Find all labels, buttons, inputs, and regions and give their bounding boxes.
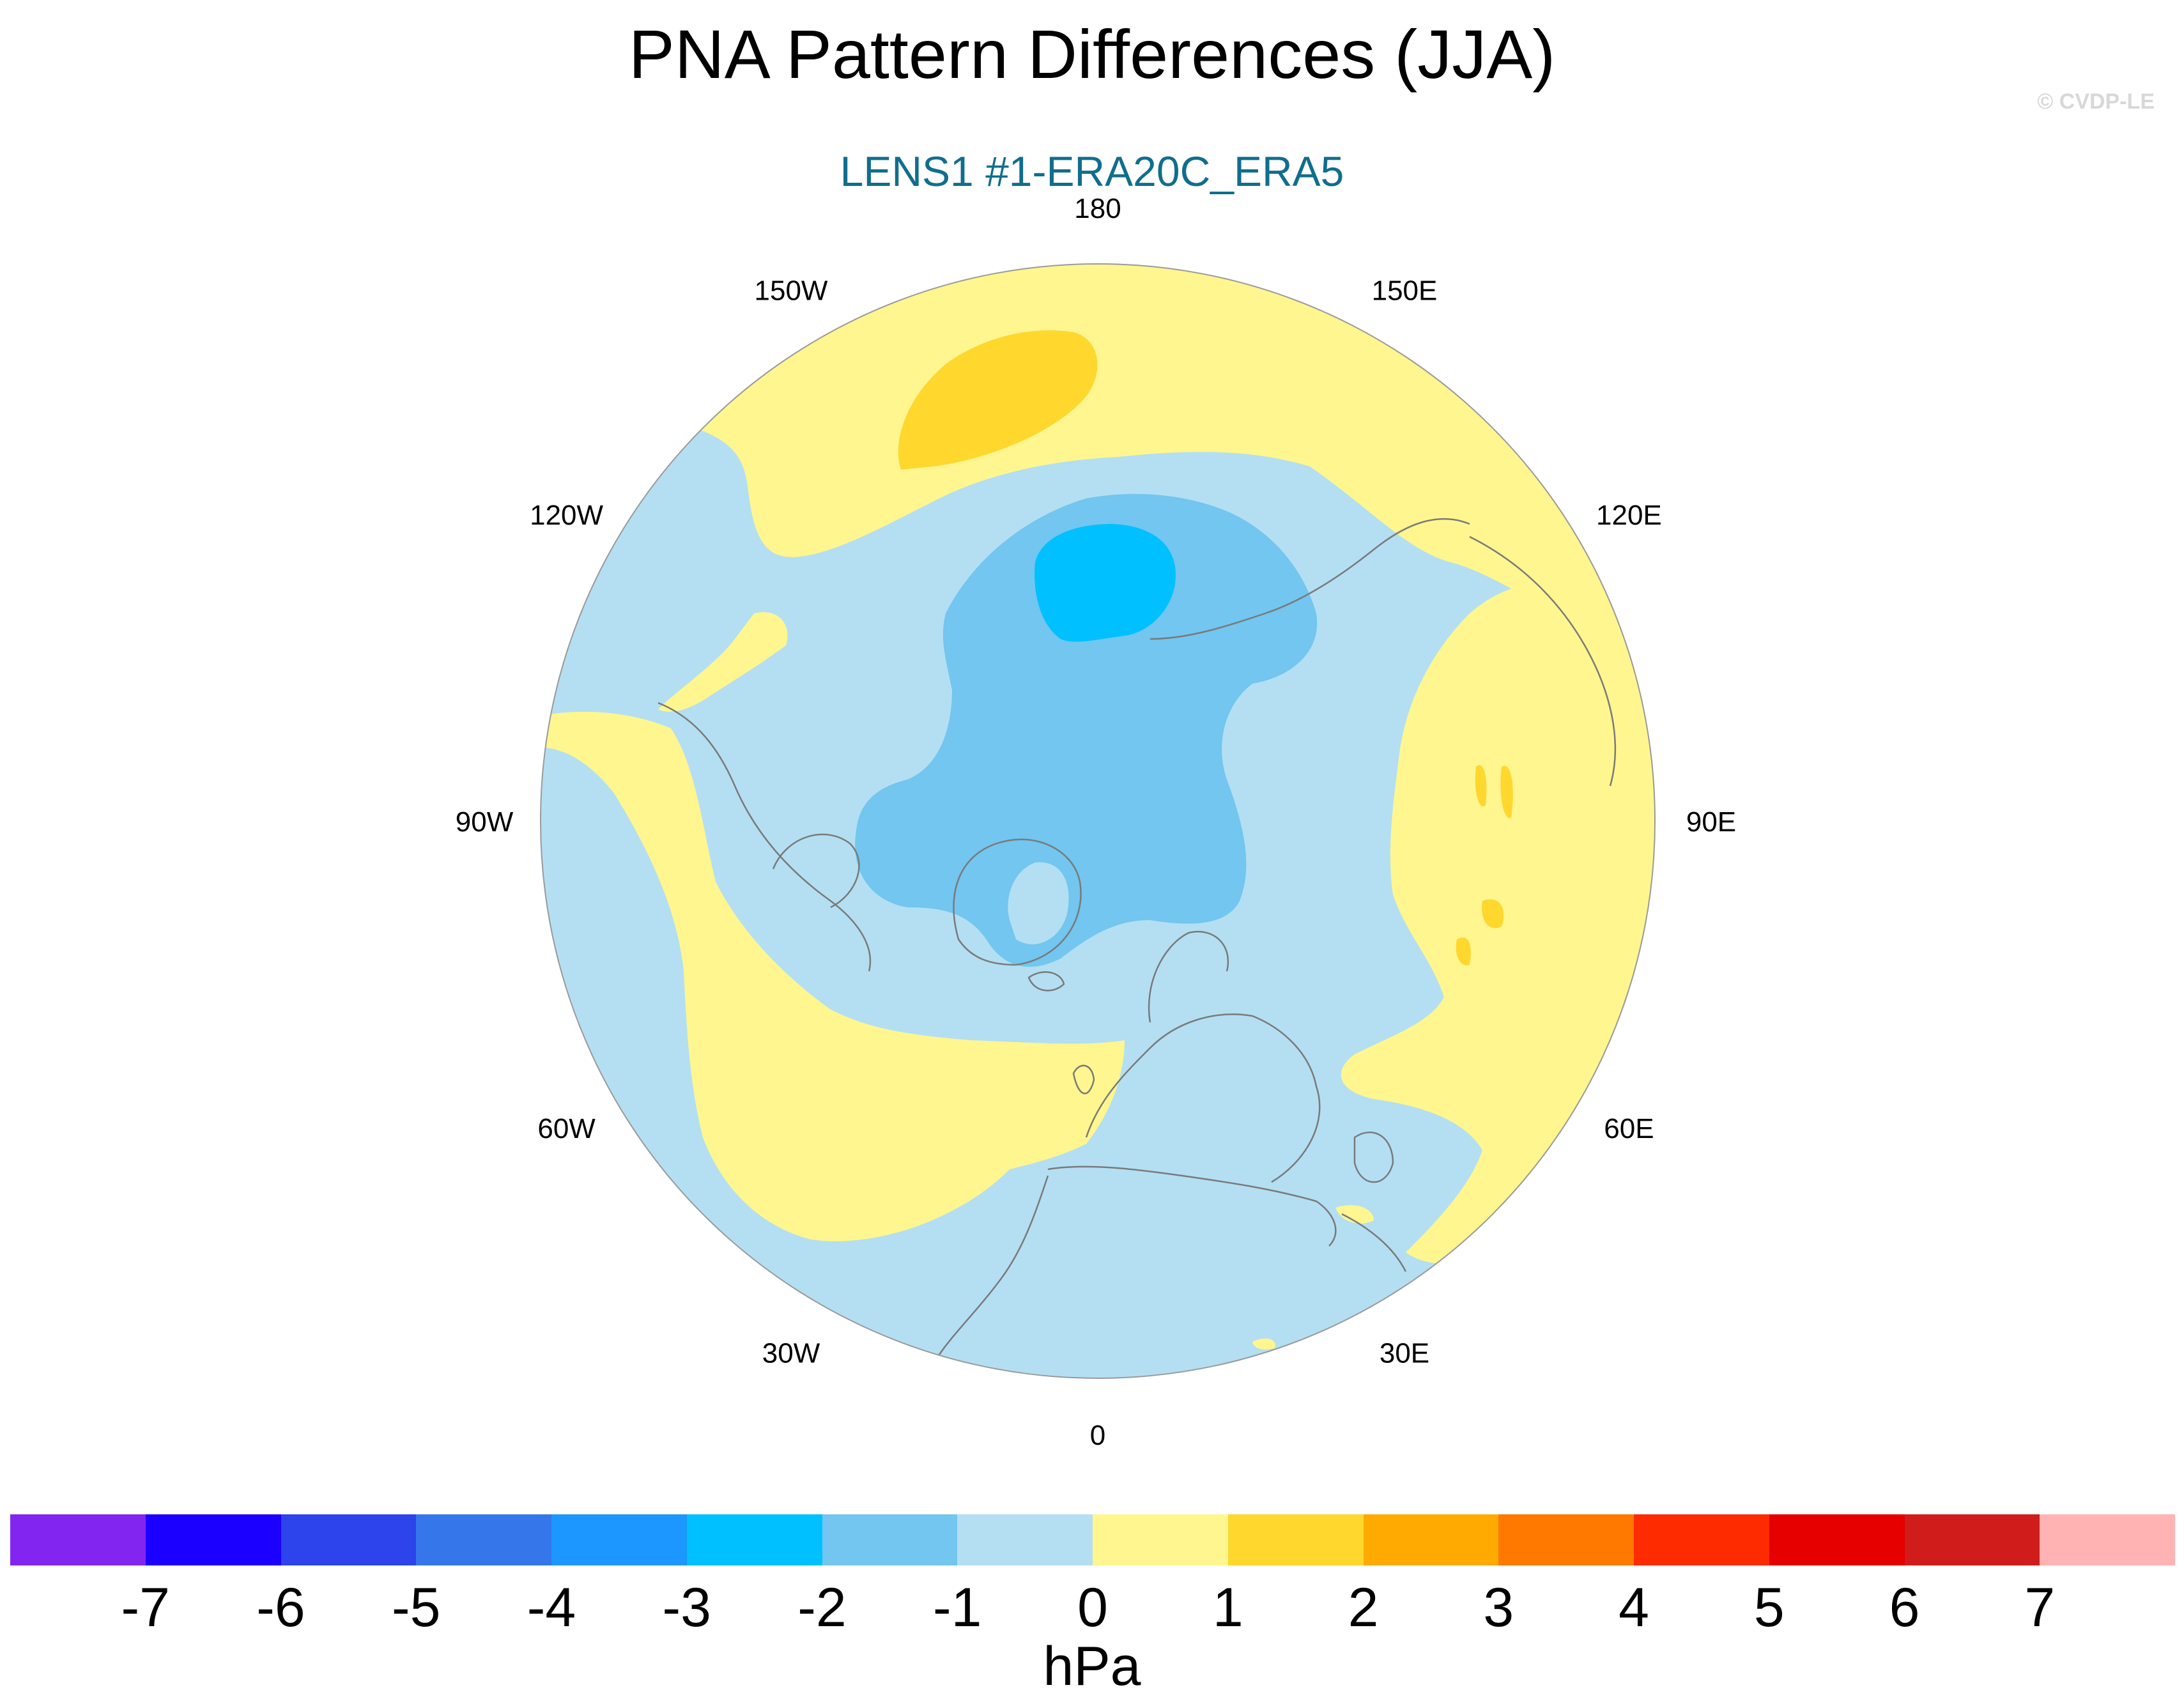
field-positive-speck [1335,1205,1374,1224]
colorbar-ticks: -7 -6 -5 -4 -3 -2 -1 0 1 2 3 4 5 6 7 [0,1576,2184,1646]
field-positive-max [898,330,1098,470]
coastline-arabia [1341,1213,1407,1272]
field-positive-alaska [658,612,788,712]
field-positive-streak [1456,937,1471,965]
colorbar-segment [686,1514,822,1565]
lon-label-30e: 30E [1380,1337,1429,1369]
colorbar-tick-label: 3 [1483,1577,1514,1638]
coastline-iceland [1027,971,1065,992]
colorbar-segment [1904,1514,2040,1565]
lon-label-90w: 90W [456,806,514,838]
colorbar-segment [1363,1514,1499,1565]
colorbar-tick-label: -1 [933,1577,982,1638]
field-negative-arctic [855,493,1318,967]
lon-label-120w: 120W [530,500,603,531]
lon-label-60e: 60E [1604,1113,1654,1144]
colorbar-segment [551,1514,687,1565]
colorbar-segment [145,1514,281,1565]
colorbar-segment [10,1514,146,1565]
colorbar-segment [1093,1514,1228,1565]
colorbar-segment [416,1514,551,1565]
coastline-europe [1085,1013,1321,1183]
lon-label-150w: 150W [755,275,828,307]
coastline-greenland [953,838,1082,966]
map-field [541,264,1655,1378]
colorbar-tick-label: -6 [256,1577,305,1638]
colorbar-tick-label: 2 [1348,1577,1379,1638]
colorbar-tick-label: -4 [527,1577,576,1638]
coastline-british-isles [1072,1065,1095,1095]
coastline-hudson-bay [772,833,860,909]
colorbar-units: hPa [1043,1636,1141,1697]
colorbar-tick-label: 6 [1889,1577,1920,1638]
colorbar-tick-label: 1 [1212,1577,1243,1638]
longitude-labels: 180 150E 120E 90E 60E 30E 0 30W 60W 90W … [456,193,1736,1451]
field-negative-min [1034,524,1176,642]
colorbar-tick-label: -2 [797,1577,847,1638]
lon-label-60w: 60W [537,1113,596,1144]
field-positive-speck [1252,1338,1275,1349]
colorbar-segment [281,1514,417,1565]
field-negative-greenland [1008,862,1069,944]
field-positive-pacific [541,264,1655,665]
colorbar [10,1514,2175,1565]
copyright-label: © CVDP-LE [2037,89,2155,114]
colorbar-segment [1634,1514,1769,1565]
field-positive-streak [1475,765,1487,806]
colorbar-segment [957,1514,1093,1565]
field-positive-north-america [541,712,1125,1242]
page-title: PNA Pattern Differences (JJA) [628,15,1556,93]
coastline-asia-east [1469,535,1617,787]
coastline-siberia [1150,518,1470,640]
map-subtitle: LENS1 #1-ERA20C_ERA5 [840,148,1344,195]
colorbar-segment [2040,1514,2175,1565]
map-boundary [540,263,1656,1379]
colorbar-tick-label: 5 [1753,1577,1785,1638]
colorbar-tick-label: 4 [1619,1577,1649,1638]
lon-label-150e: 150E [1372,275,1438,307]
colorbar-tick-label: -7 [121,1577,170,1638]
coastline-mediterranean [1047,1165,1337,1247]
coastlines [658,518,1617,1355]
colorbar-tick-label: 0 [1077,1577,1108,1638]
lon-label-90e: 90E [1686,806,1736,838]
colorbar-tick-label: -3 [662,1577,711,1638]
coastline-africa [938,1175,1049,1355]
lon-label-120e: 120E [1596,500,1662,531]
colorbar-segment [822,1514,958,1565]
field-positive-streak [1500,765,1513,819]
colorbar-tick-label: -5 [392,1577,441,1638]
colorbar-segment [1227,1514,1364,1565]
coastline-north-america [658,702,872,972]
colorbar-segment [1769,1514,1905,1565]
lon-label-180: 180 [1074,193,1121,224]
lon-label-0: 0 [1090,1420,1105,1451]
colorbar-segment [1498,1514,1634,1565]
field-positive-streak [1482,899,1504,928]
colorbar-tick-label: 7 [2024,1577,2056,1638]
coastline-scandinavia [1148,930,1229,1023]
lon-label-30w: 30W [762,1337,820,1369]
coastline-caspian [1353,1131,1394,1183]
